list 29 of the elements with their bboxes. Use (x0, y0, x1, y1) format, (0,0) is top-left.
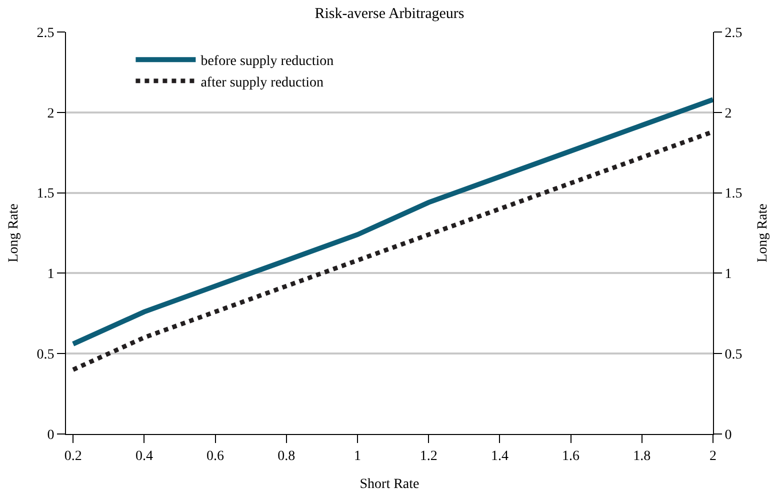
y2-axis-title: Long Rate (756, 204, 771, 262)
y-tick-label: 1 (47, 267, 54, 282)
y-tick-label: 2 (47, 106, 54, 122)
x-tick-label: 0.6 (206, 448, 224, 464)
x-tick-label: 1.6 (562, 448, 580, 464)
legend-label: after supply reduction (200, 75, 324, 90)
line-series (70, 129, 713, 372)
x-tick-label: 2 (710, 448, 716, 464)
y-tick-label: 0.5 (36, 348, 54, 362)
x-tick-label: 1 (354, 448, 362, 464)
y2-tick-label: 1.5 (724, 186, 742, 202)
x-tick-label: 0.2 (64, 448, 82, 464)
y2-tick-label: 0.5 (724, 348, 742, 362)
x-tick-label: 1.2 (420, 448, 438, 464)
x-tick-label: 1.8 (633, 448, 651, 464)
legend-label: before supply reduction (200, 54, 334, 70)
y2-tick-label: 2.5 (724, 26, 742, 41)
y2-tick-label: 0 (724, 428, 732, 443)
chart-title: Risk-averse Arbitrageurs (314, 6, 464, 22)
x-tick-label: 0.8 (278, 448, 296, 464)
y2-tick-label: 1 (724, 267, 732, 282)
x-axis-title: Short Rate (360, 477, 420, 492)
y-tick-label: 0 (47, 428, 54, 443)
x-tick-label: 0.4 (135, 448, 153, 464)
y-axis-title: Long Rate (6, 204, 22, 262)
y2-tick-label: 2 (724, 106, 732, 122)
x-tick-label: 1.4 (490, 448, 508, 464)
y-tick-label: 1.5 (36, 186, 54, 202)
y-tick-label: 2.5 (36, 26, 54, 41)
